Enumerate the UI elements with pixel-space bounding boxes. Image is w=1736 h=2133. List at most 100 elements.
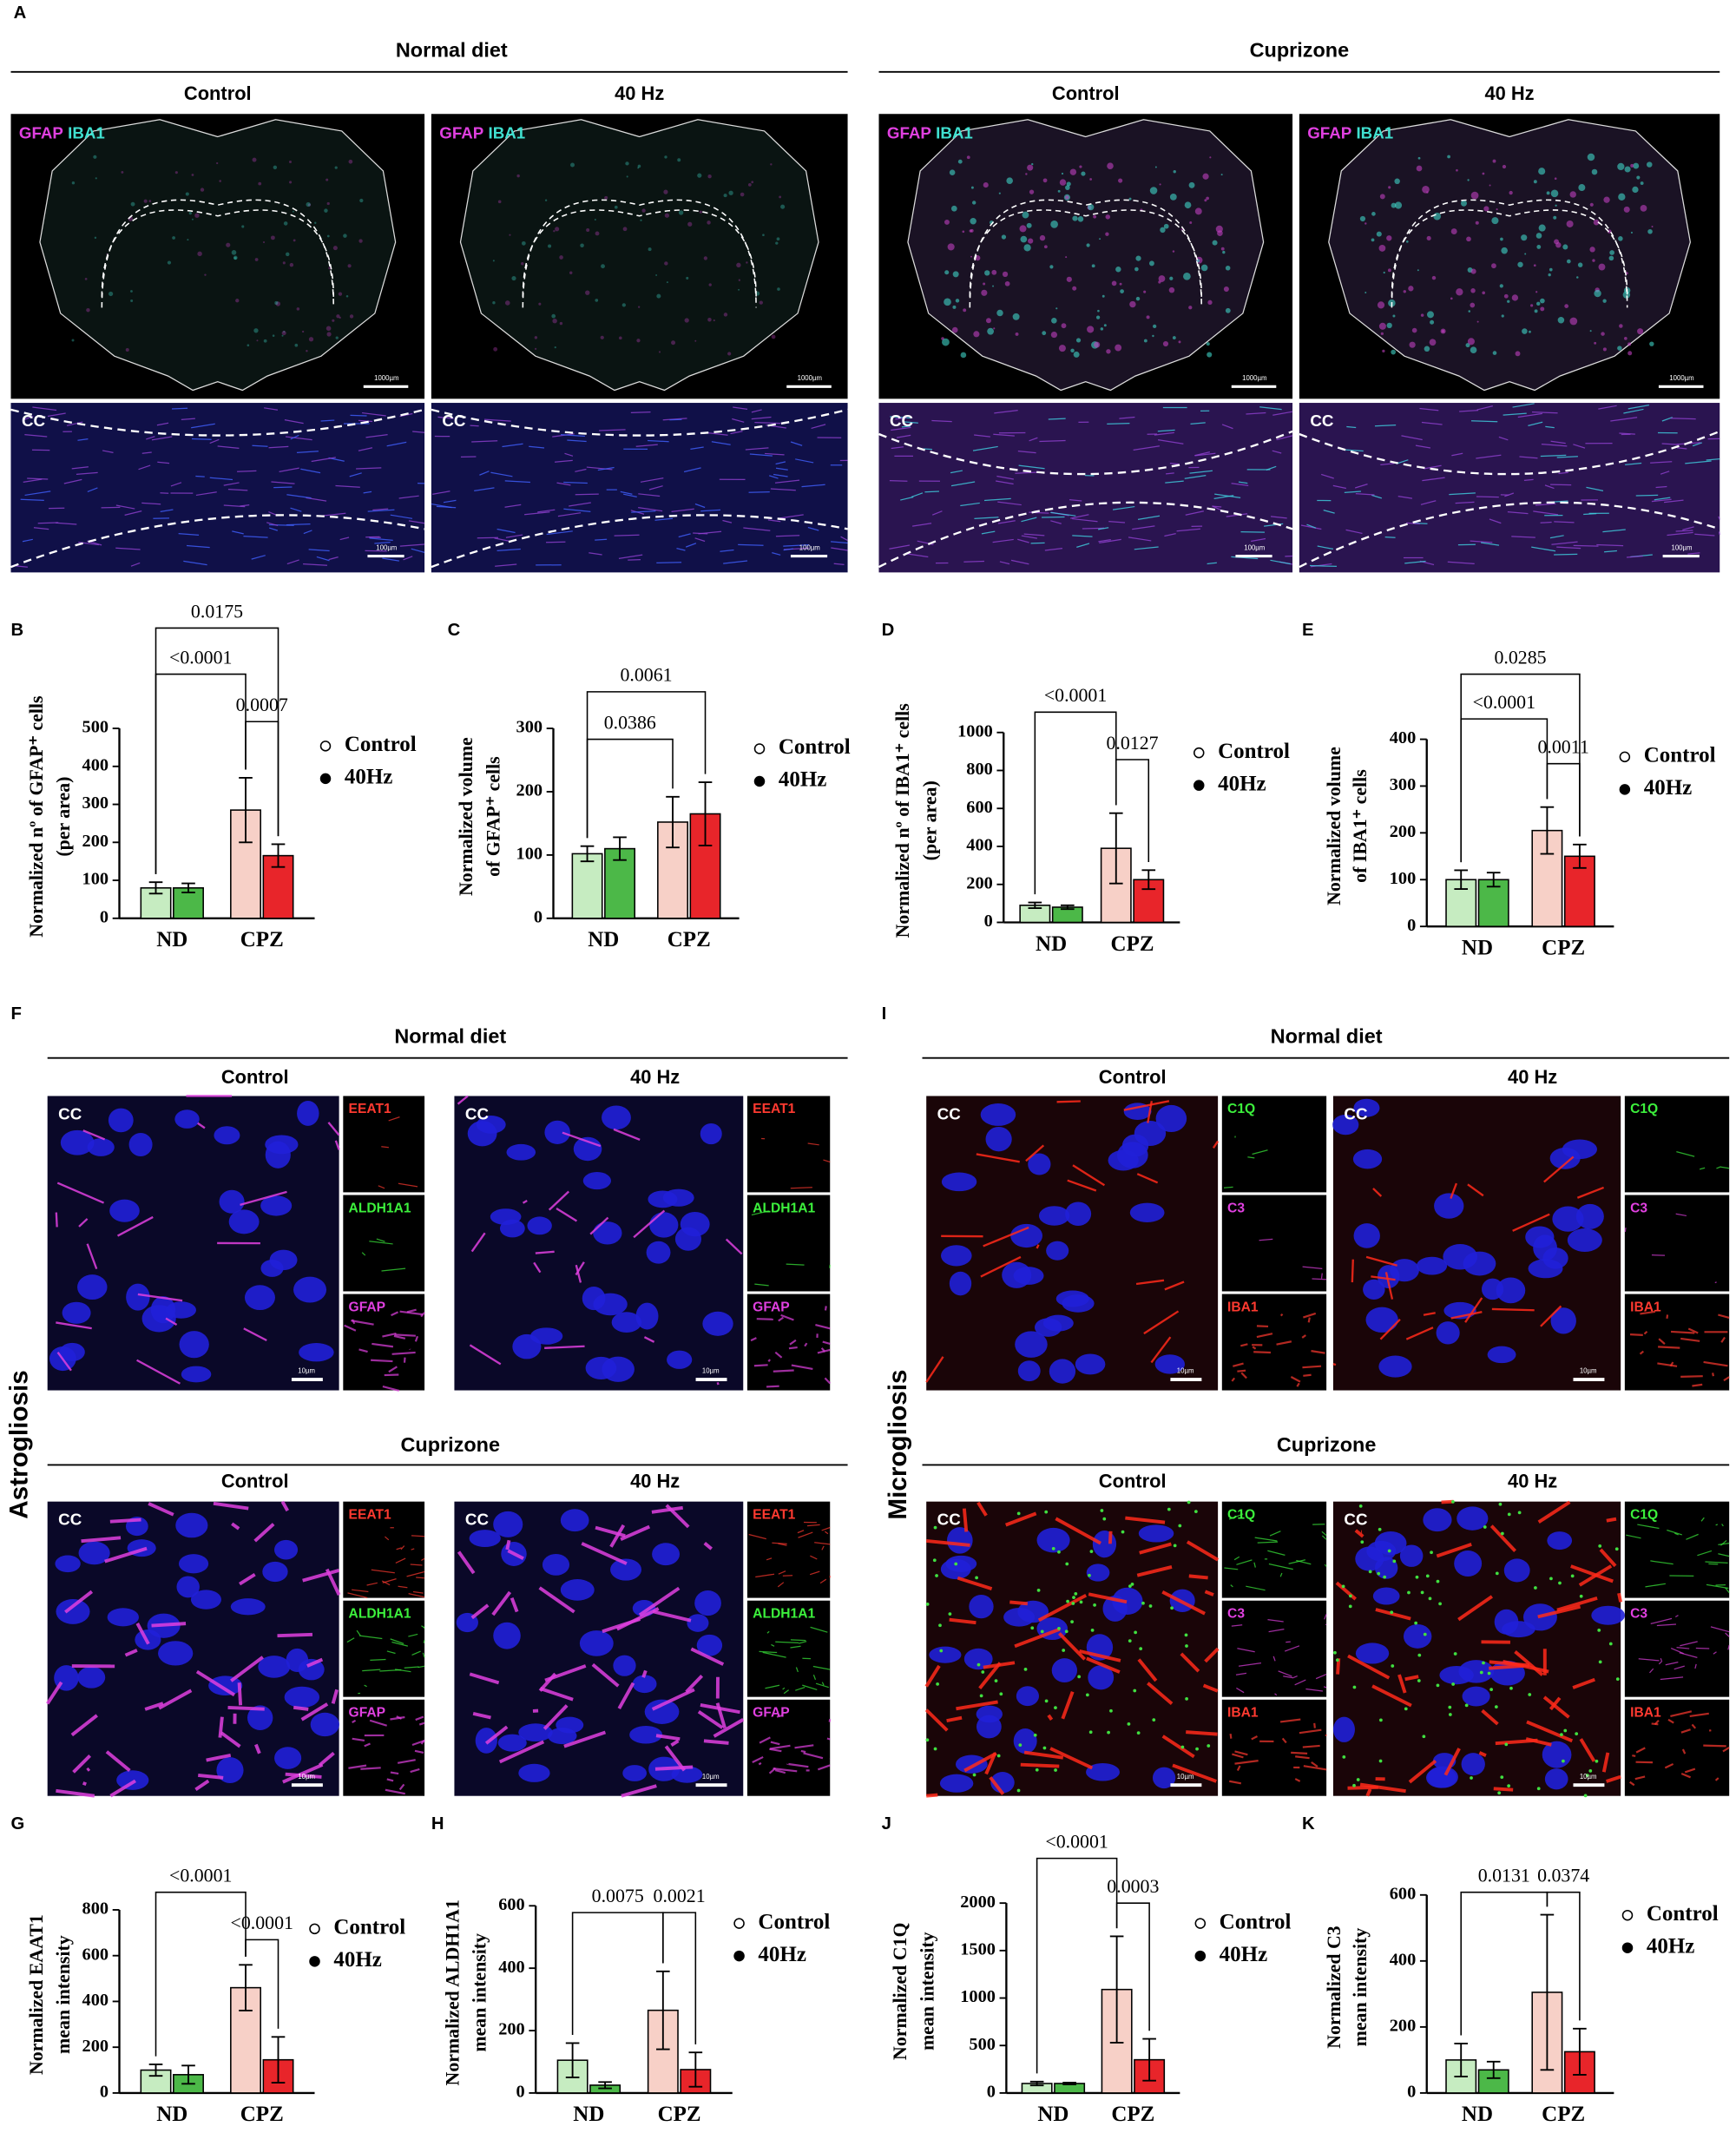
legend-marker [309, 1956, 320, 1967]
puncta-signal [1558, 1581, 1562, 1585]
y-axis-label: Normalized C1Q [890, 1922, 911, 2059]
fiber-signal [71, 466, 89, 470]
process-signal [86, 1243, 98, 1270]
tissue-signal [538, 302, 542, 306]
fiber-signal [1655, 485, 1667, 489]
channel-signal [1675, 1213, 1687, 1217]
nucleus [667, 1350, 693, 1369]
error-bar [565, 2042, 580, 2078]
puncta-signal [948, 1612, 952, 1616]
fiber-signal [730, 431, 743, 435]
nucleus [87, 1138, 115, 1156]
puncta-signal [1079, 1600, 1083, 1604]
tissue-signal [1636, 175, 1641, 180]
nucleus [1443, 1243, 1478, 1270]
nucleus [490, 1208, 522, 1226]
tissue-signal [1496, 208, 1498, 211]
fiber-signal [575, 468, 587, 472]
channel-signal [1674, 1532, 1679, 1536]
nucleus [1552, 1206, 1584, 1232]
group-header: Cuprizone [1277, 1433, 1377, 1456]
y-axis-label: mean intensity [470, 1933, 490, 2052]
tissue-signal [1489, 184, 1491, 187]
fiber-signal [1476, 454, 1502, 459]
process-signal [300, 1702, 329, 1722]
fiber-signal [950, 470, 963, 474]
fiber-signal [790, 441, 803, 446]
puncta-signal [1417, 1653, 1422, 1657]
process-signal [620, 1524, 651, 1541]
nucleus [610, 1558, 642, 1581]
tissue-signal [1378, 322, 1386, 330]
process-signal [56, 1352, 72, 1372]
tissue-signal [262, 240, 266, 244]
process-signal [1503, 1659, 1549, 1674]
puncta-signal [1414, 1621, 1418, 1625]
nucleus [299, 1343, 334, 1362]
fiber-signal [23, 415, 34, 421]
tissue-signal [1212, 240, 1218, 246]
channel-signal [1723, 1376, 1730, 1382]
tissue-signal [707, 174, 712, 179]
fiber-signal [997, 520, 1016, 524]
tissue-signal [648, 247, 652, 252]
channel-signal [1706, 1583, 1729, 1590]
nucleus [579, 1630, 614, 1656]
tissue-signal [283, 221, 288, 226]
tissue-signal [324, 208, 328, 213]
puncta-signal [1583, 1794, 1588, 1798]
process-signal [602, 1617, 641, 1634]
scale-label: 1000µm [1242, 374, 1266, 382]
fiber-signal [631, 510, 656, 513]
fiber-signal [1687, 552, 1700, 555]
tissue-signal [294, 343, 299, 347]
channel-signal [1302, 1744, 1320, 1748]
puncta-signal [1517, 1511, 1522, 1515]
fiber-signal [1184, 474, 1207, 479]
process-signal [1606, 1517, 1617, 1523]
channel-signal [778, 1570, 786, 1575]
process-signal [1014, 1627, 1061, 1649]
channel-signal [1237, 1369, 1246, 1373]
nucleus [293, 1276, 327, 1303]
fiber-signal [705, 431, 728, 436]
y-tick-label: 0 [984, 912, 993, 931]
fiber-signal [1213, 495, 1234, 499]
process-signal [505, 1539, 511, 1550]
puncta-signal [1207, 1744, 1211, 1748]
channel-tile [1624, 1294, 1730, 1391]
channel-signal [814, 1542, 831, 1545]
channel-signal [1279, 1718, 1301, 1723]
channel-signal [1303, 1312, 1317, 1319]
channel-label: IBA1 [489, 124, 526, 142]
channel-signal [1286, 1641, 1291, 1643]
tissue-signal [1015, 332, 1019, 336]
process-signal [220, 1731, 241, 1748]
channel-tile [746, 1195, 831, 1292]
channel-signal [415, 1715, 424, 1722]
tissue-signal [1509, 190, 1513, 195]
error-bar [239, 776, 253, 844]
channel-label: C3 [1630, 1201, 1647, 1215]
nucleus [298, 1658, 325, 1681]
fiber-signal [361, 411, 386, 417]
puncta-signal [1423, 1632, 1427, 1636]
tissue-signal [1628, 351, 1633, 356]
puncta-signal [1016, 1511, 1021, 1516]
fiber-signal [904, 421, 918, 424]
channel-signal [1651, 1254, 1666, 1256]
process-signal [135, 1623, 150, 1645]
nucleus [632, 1675, 657, 1694]
nucleus [208, 1675, 243, 1696]
fiber-signal [386, 441, 407, 447]
fiber-signal [24, 433, 48, 438]
fiber-signal [285, 436, 312, 441]
process-signal [1164, 1280, 1185, 1291]
fiber-signal [273, 486, 293, 489]
callosum-outline [522, 209, 757, 297]
tissue-signal [534, 347, 537, 351]
channel-signal [395, 1557, 406, 1564]
puncta-signal [1417, 1679, 1421, 1682]
channel-signal [1694, 1663, 1697, 1669]
legend-label: Control [1644, 744, 1716, 767]
